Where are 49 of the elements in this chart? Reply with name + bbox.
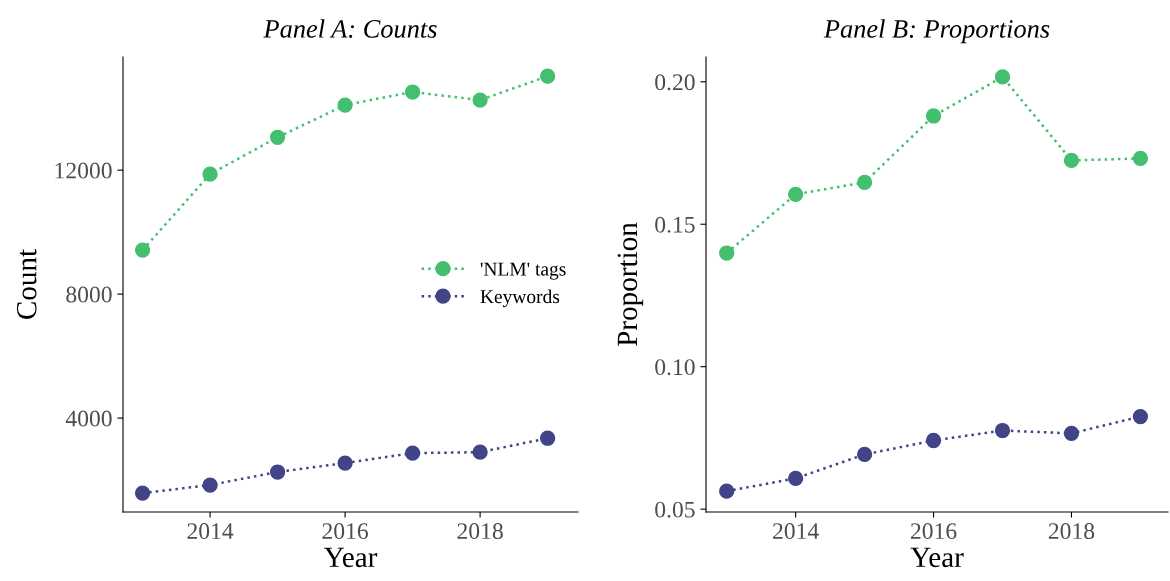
x-axis-title: Year xyxy=(323,547,378,568)
chart-title: Panel B: Proportions xyxy=(823,19,1050,44)
x-tick-label: 2014 xyxy=(187,523,234,540)
y-axis-title: Count xyxy=(16,249,37,319)
y-tick-label: 0.15 xyxy=(655,216,695,233)
point xyxy=(472,444,488,460)
legend-label: 'NLM' tags xyxy=(480,262,566,280)
point xyxy=(404,84,421,100)
point xyxy=(539,68,556,84)
point xyxy=(134,242,151,258)
y-tick-label: 12000 xyxy=(55,162,112,179)
point xyxy=(1063,152,1080,169)
point xyxy=(134,485,151,501)
point xyxy=(404,445,421,461)
y-axis-title: Proportion xyxy=(617,222,644,347)
y-tick-label: 4000 xyxy=(65,410,112,427)
y-tick-label: 8000 xyxy=(66,286,112,303)
y-tick-label: 0.05 xyxy=(655,501,695,518)
point xyxy=(202,477,218,493)
point xyxy=(472,92,488,108)
x-tick-label: 2014 xyxy=(773,523,819,540)
point xyxy=(719,483,735,499)
point xyxy=(1063,425,1080,442)
point xyxy=(788,470,804,487)
point xyxy=(788,186,804,202)
y-tick-label: 0.20 xyxy=(655,74,695,91)
point xyxy=(202,166,218,182)
x-tick-label: 2016 xyxy=(910,523,957,540)
point xyxy=(337,97,353,113)
point xyxy=(994,69,1011,85)
point xyxy=(925,108,942,124)
y-tick-label: 0.10 xyxy=(655,359,695,376)
point xyxy=(1132,150,1149,167)
point xyxy=(1132,408,1149,425)
point xyxy=(337,455,353,471)
point xyxy=(925,432,942,449)
point xyxy=(269,464,286,480)
legend-label: Keywords xyxy=(480,289,560,308)
point xyxy=(994,422,1011,439)
point xyxy=(539,430,556,446)
chart-title: Panel A: Counts xyxy=(263,19,437,38)
point xyxy=(719,245,735,261)
point xyxy=(856,446,873,463)
point xyxy=(856,174,873,190)
x-tick-label: 2016 xyxy=(322,523,369,540)
x-tick-label: 2018 xyxy=(1048,523,1095,540)
x-tick-label: 2018 xyxy=(457,523,503,540)
point xyxy=(269,129,286,145)
x-axis-title: Year xyxy=(910,547,964,568)
